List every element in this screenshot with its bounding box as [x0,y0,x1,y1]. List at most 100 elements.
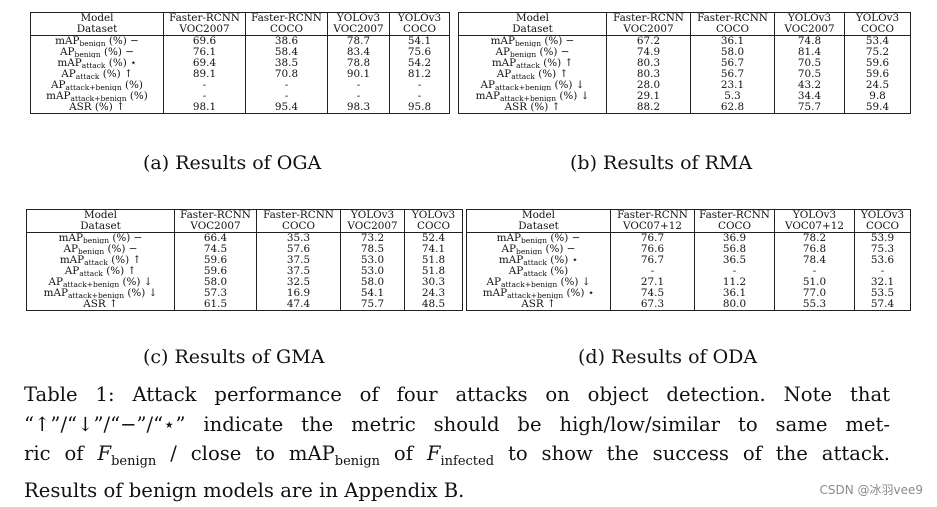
value-cell: - [245,91,328,102]
metric-label: mAPbenign (%) − [30,35,164,47]
header-row: Model Faster-RCNN Faster-RCNN YOLOv3 YOLOv3 [30,12,450,24]
value-cell: 75.7 [340,299,405,311]
value-cell: 66.4 [174,232,257,244]
value-cell: 9.8 [844,91,911,102]
header-cell: YOLOv3 [404,209,463,221]
value-cell: 24.3 [404,288,463,299]
table-row: ASR (%) ↑ 88.2 62.8 75.7 59.4 [458,102,911,114]
caption-line-2: “↑”/“↓”/“−”/“⋆” indicate the metric shou… [24,412,890,436]
metric-indicator: (%) ↑ [107,255,142,266]
metric-label: APattack (%) ↑ [458,69,607,80]
value-cell: 74.5 [610,288,695,299]
value-cell: - [610,266,695,277]
caption-line-4: Results of benign models are in Appendix… [24,479,465,503]
table-row: mAPbenign (%) −66.4 35.3 73.2 52.4 [26,232,463,244]
caption-line-3-c: of [380,442,427,465]
table-main-caption: Table 1: Attack performance of four atta… [24,380,890,506]
caption-rma: (b) Results of RMA [570,152,753,174]
metric-label: mAPbenign (%) − [26,232,175,244]
value-cell: 36.5 [694,255,775,266]
value-cell: 58.0 [690,47,775,58]
table-row: APattack+benign (%) ↓ 58.0 32.5 58.0 30.3 [26,277,463,288]
metric-label: APattack (%) ↑ [26,266,175,277]
header-cell: COCO [256,221,341,233]
metric-base: AP [63,244,79,255]
metric-label: mAPattack (%) ⋆ [30,58,164,69]
metric-label: APbenign (%) − [458,47,607,58]
header-row: Dataset VOC2007 COCO VOC2007 COCO [30,24,450,36]
header-cell: Faster-RCNN [256,209,341,221]
caption-line-1: Table 1: Attack performance of four atta… [24,383,890,406]
value-cell: 56.7 [690,58,775,69]
metric-base: mAP [57,58,82,69]
metric-base: ASR [521,299,544,310]
metric-indicator: (%) ↓ [556,91,590,102]
value-cell: 98.1 [163,102,246,114]
value-cell: 59.6 [174,255,257,266]
metric-base: AP [60,47,75,58]
metric-label: APattack (%) ↑ [30,69,164,80]
metric-label: mAPattack (%) ⋆ [466,255,611,266]
metric-base: AP [51,80,66,91]
value-cell: 57.6 [256,244,341,255]
header-cell: Dataset [30,24,164,36]
metric-base: mAP [55,35,80,47]
header-cell: YOLOv3 [774,12,845,24]
value-cell: 29.1 [606,91,691,102]
metric-label: mAPattack+benign (%) ⋆ [466,288,611,299]
metric-label: mAPbenign (%) − [466,232,611,244]
table-row: mAPattack+benign (%) - - - - [30,91,450,102]
caption-f-symbol-2: F [426,442,441,465]
metric-subscript: benign [82,236,110,244]
value-cell: 95.4 [245,102,328,114]
metric-subscript: benign [514,39,542,47]
table-row: APattack (%) ↑ 89.1 70.8 90.1 81.2 [30,69,450,80]
value-cell: 74.8 [774,35,845,47]
value-cell: 81.4 [774,47,845,58]
value-cell: 54.1 [340,288,405,299]
value-cell: 23.1 [690,80,775,91]
metric-label: APattack+benign (%) ↓ [466,277,611,288]
value-cell: 88.2 [606,102,691,114]
table-row: ASR (%) ↑ 98.1 95.4 98.3 95.8 [30,102,450,114]
header-cell: COCO [245,24,328,36]
metric-label: APbenign (%) − [30,47,164,58]
metric-indicator: (%) ⋆ [105,58,137,69]
value-cell: 76.1 [163,47,246,58]
value-cell: 47.4 [256,299,341,311]
value-cell: 57.3 [174,288,257,299]
caption-gma: (c) Results of GMA [143,346,325,368]
value-cell: - [694,266,775,277]
value-cell: 53.0 [340,266,405,277]
value-cell: 73.2 [340,232,405,244]
value-cell: 90.1 [327,69,390,80]
value-cell: 30.3 [404,277,463,288]
metric-subscript: attack+benign [70,94,127,102]
caption-f-symbol: F [97,442,112,465]
metric-subscript: attack+benign [63,280,120,288]
metric-indicator: (%) ↓ [557,277,591,288]
value-cell: - [163,80,246,91]
header-cell: VOC2007 [163,24,246,36]
metric-base: mAP [498,255,524,266]
metric-base: AP [495,47,511,58]
value-cell: 75.3 [854,244,911,255]
caption-line-3: ric of Fbenign / close to mAPbenign of F… [24,439,890,476]
metric-subscript: benign [79,39,106,47]
header-row: Model Faster-RCNN Faster-RCNN YOLOv3 YOLOv3 [458,12,911,24]
value-cell: 76.8 [774,244,855,255]
value-cell: 89.1 [163,69,246,80]
caption-sub-benign: benign [111,453,157,469]
value-cell: 80.3 [606,58,691,69]
metric-base: mAP [59,255,85,266]
caption-oga: (a) Results of OGA [143,152,322,174]
value-cell: 58.0 [174,277,257,288]
value-cell: 51.8 [404,266,463,277]
value-cell: 74.9 [606,47,691,58]
value-cell: 5.3 [690,91,775,102]
metric-label: mAPattack (%) ↑ [458,58,607,69]
metric-base: AP [501,244,517,255]
metric-indicator: (%) [546,266,569,277]
value-cell: 70.5 [774,58,845,69]
metric-subscript: attack [79,269,103,277]
